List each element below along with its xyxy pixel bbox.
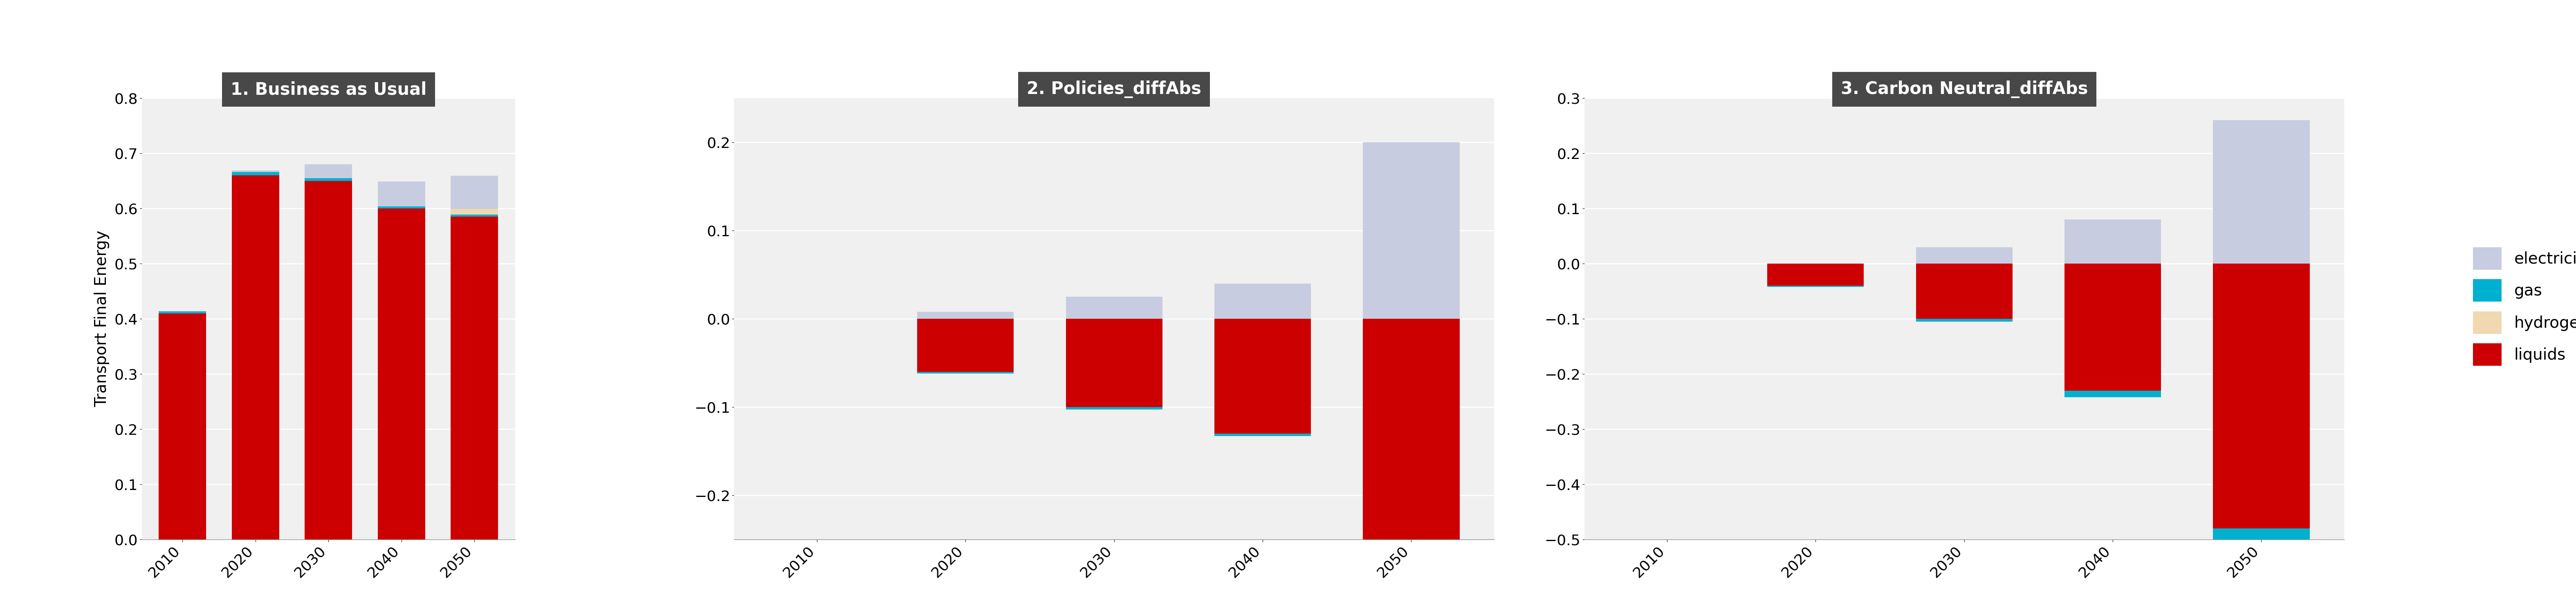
Bar bbox=[304, 178, 353, 181]
Bar bbox=[451, 209, 497, 215]
Bar bbox=[1917, 264, 2012, 319]
Title: 2. Policies_diffAbs: 2. Policies_diffAbs bbox=[1028, 80, 1200, 98]
Bar bbox=[917, 319, 1015, 371]
Legend: electricity, gas, hydrogen, liquids: electricity, gas, hydrogen, liquids bbox=[2468, 243, 2576, 370]
Bar bbox=[451, 176, 497, 209]
Bar bbox=[304, 164, 353, 178]
Y-axis label: Transport Final Energy: Transport Final Energy bbox=[95, 230, 111, 407]
Bar bbox=[160, 313, 206, 539]
Bar bbox=[1767, 264, 1865, 286]
Bar bbox=[2213, 264, 2311, 528]
Bar bbox=[2063, 390, 2161, 397]
Bar bbox=[2213, 120, 2311, 264]
Bar bbox=[1066, 407, 1162, 409]
Bar bbox=[1767, 286, 1865, 287]
Bar bbox=[1363, 319, 1461, 539]
Bar bbox=[379, 206, 425, 208]
Bar bbox=[2213, 528, 2311, 545]
Bar bbox=[232, 170, 278, 172]
Bar bbox=[160, 311, 206, 313]
Bar bbox=[1917, 319, 2012, 321]
Bar bbox=[451, 215, 497, 217]
Bar bbox=[304, 181, 353, 539]
Bar bbox=[1066, 297, 1162, 319]
Bar bbox=[451, 217, 497, 539]
Bar bbox=[1363, 142, 1461, 319]
Bar bbox=[232, 172, 278, 175]
Bar bbox=[1917, 247, 2012, 264]
Bar bbox=[1213, 433, 1311, 436]
Bar bbox=[379, 181, 425, 206]
Bar bbox=[2063, 219, 2161, 264]
Bar bbox=[917, 371, 1015, 373]
Bar bbox=[1066, 319, 1162, 407]
Bar bbox=[1213, 283, 1311, 319]
Bar bbox=[917, 311, 1015, 319]
Title: 1. Business as Usual: 1. Business as Usual bbox=[229, 81, 428, 98]
Bar bbox=[232, 175, 278, 539]
Bar bbox=[1213, 319, 1311, 433]
Bar bbox=[2063, 264, 2161, 390]
Title: 3. Carbon Neutral_diffAbs: 3. Carbon Neutral_diffAbs bbox=[1842, 80, 2087, 98]
Bar bbox=[379, 208, 425, 539]
Bar bbox=[1363, 539, 1461, 553]
